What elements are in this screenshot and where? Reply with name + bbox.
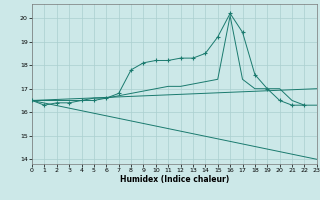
X-axis label: Humidex (Indice chaleur): Humidex (Indice chaleur) xyxy=(120,175,229,184)
